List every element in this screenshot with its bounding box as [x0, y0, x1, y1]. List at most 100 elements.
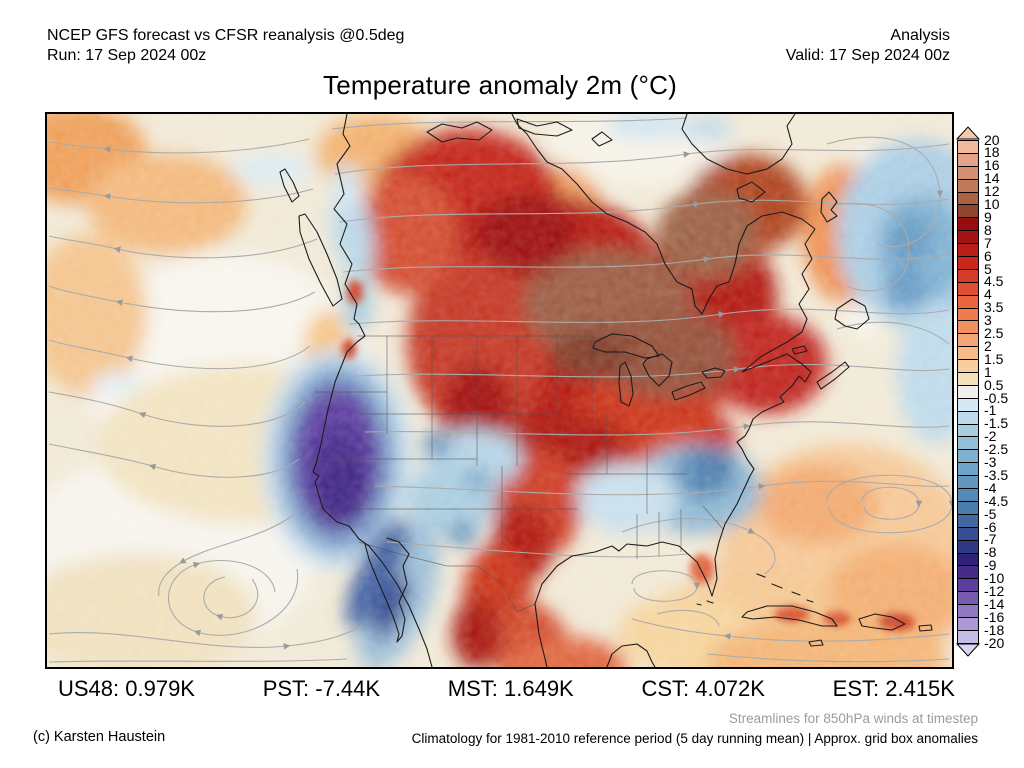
colorbar-label: -10 — [984, 570, 1005, 587]
valid-time-line: Valid: 17 Sep 2024 00z — [785, 47, 950, 64]
colorbar-label: 6 — [984, 247, 992, 264]
region-stats-row: US48: 0.979K PST: -7.44K MST: 1.649K CST: 4… — [58, 676, 955, 702]
colorbar-box — [957, 140, 979, 154]
colorbar-label: -20 — [984, 634, 1005, 651]
colorbar-label: -2.5 — [984, 441, 1009, 458]
colorbar-arrow-up — [956, 126, 980, 140]
model-info-line1: NCEP GFS forecast vs CFSR reanalysis @0.… — [47, 27, 405, 44]
colorbar-label: -3 — [984, 454, 997, 470]
colorbar-box — [957, 578, 979, 593]
colorbar-box — [957, 462, 979, 477]
colorbar-box — [957, 410, 979, 425]
colorbar-label: -3.5 — [984, 466, 1009, 483]
colorbar-label: -14 — [984, 595, 1005, 612]
colorbar-label: 18 — [984, 144, 1000, 161]
analysis-label: Analysis — [890, 27, 950, 44]
colorbar-label: 7 — [984, 234, 992, 251]
colorbar-box — [957, 307, 979, 322]
colorbar-box — [957, 152, 979, 167]
colorbar-label: 12 — [984, 183, 1000, 200]
streamlines-note: Streamlines for 850hPa winds at timestep — [728, 711, 978, 726]
colorbar-label: 4 — [984, 286, 992, 303]
copyright: (c) Karsten Haustein — [33, 729, 166, 745]
colorbar-label: 9 — [984, 208, 992, 225]
colorbar-label: -2 — [984, 428, 997, 445]
colorbar-label: 14 — [984, 170, 1000, 187]
colorbar-label: 2 — [984, 337, 992, 354]
colorbar-box — [957, 500, 979, 515]
colorbar-box — [957, 268, 979, 283]
valid-info: Analysis Valid: 17 Sep 2024 00z — [786, 26, 950, 66]
colorbar-box — [957, 372, 979, 386]
colorbar: 20 18 16 14 12 10 9 8 7 6 5 4.5 4 3.5 3 2.5 2 1.5 1 0.5 -0.5… — [956, 126, 1024, 666]
map-svg — [47, 114, 952, 667]
colorbar-label: 3 — [984, 312, 992, 329]
colorbar-label: 16 — [984, 157, 1000, 174]
colorbar-label: -16 — [984, 608, 1005, 625]
colorbar-label: -4.5 — [984, 492, 1009, 509]
colorbar-box — [957, 281, 979, 296]
borders-layer — [312, 335, 724, 613]
colorbar-box — [957, 616, 979, 631]
colorbar-box — [957, 475, 979, 490]
colorbar-label: 1 — [984, 363, 992, 380]
colorbar-label: -12 — [984, 583, 1005, 599]
colorbar-label: -18 — [984, 621, 1005, 638]
page-title: Temperature anomaly 2m (°C) — [323, 70, 677, 100]
streamlines-layer — [48, 117, 952, 663]
colorbar-box — [957, 333, 979, 348]
colorbar-box — [957, 539, 979, 554]
colorbar-label: -8 — [984, 544, 997, 561]
map-frame — [45, 112, 954, 669]
colorbar-box — [957, 204, 979, 219]
colorbar-box — [957, 165, 979, 180]
stat-item: MST: 1.649K — [447, 676, 574, 701]
colorbar-box — [957, 294, 979, 309]
colorbar-box — [957, 191, 979, 206]
colorbar-box — [957, 178, 979, 193]
colorbar-label: 5 — [984, 260, 992, 277]
colorbar-box — [957, 256, 979, 270]
colorbar-label: -9 — [984, 557, 997, 574]
stat-item: PST: -7.44K — [262, 676, 381, 701]
model-info: NCEP GFS forecast vs CFSR reanalysis @0.… — [47, 26, 404, 66]
colorbar-box — [957, 346, 979, 361]
colorbar-box — [957, 320, 979, 335]
model-run-line: Run: 17 Sep 2024 00z — [47, 47, 207, 64]
colorbar-label: -1 — [984, 402, 997, 419]
colorbar-label: -5 — [984, 505, 997, 522]
colorbar-box — [957, 217, 979, 232]
stat-item: CST: 4.072K — [641, 676, 765, 701]
colorbar-box — [957, 436, 979, 451]
colorbar-label: -4 — [984, 479, 997, 496]
colorbar-label: -7 — [984, 531, 997, 548]
colorbar-label: 2.5 — [984, 325, 1004, 341]
colorbar-box — [957, 397, 979, 412]
colorbar-box — [957, 591, 979, 606]
colorbar-box — [957, 359, 979, 374]
colorbar-label: 20 — [984, 131, 1000, 148]
climatology-note: Climatology for 1981-2010 reference peri… — [411, 731, 978, 746]
grain-texture — [47, 114, 952, 667]
colorbar-box — [957, 384, 979, 399]
colorbar-box — [957, 230, 979, 245]
colorbar-box — [957, 565, 979, 580]
colorbar-label: -6 — [984, 518, 997, 535]
colorbar-label: 3.5 — [984, 299, 1004, 316]
colorbar-box — [957, 423, 979, 438]
colorbar-label: 10 — [984, 196, 1000, 212]
coastline-layer — [279, 114, 933, 667]
colorbar-label: 1.5 — [984, 350, 1004, 367]
stat-item: US48: 0.979K — [58, 676, 195, 701]
colorbar-box — [957, 488, 979, 502]
colorbar-box — [957, 604, 979, 618]
colorbar-label: -0.5 — [984, 389, 1009, 406]
colorbar-box — [957, 526, 979, 541]
colorbar-label: -1.5 — [984, 415, 1009, 432]
colorbar-box — [957, 513, 979, 528]
colorbar-label: 8 — [984, 221, 992, 238]
colorbar-box — [957, 552, 979, 567]
stat-item: EST: 2.415K — [832, 676, 955, 701]
colorbar-label: 4.5 — [984, 273, 1004, 290]
colorbar-box — [957, 629, 979, 644]
